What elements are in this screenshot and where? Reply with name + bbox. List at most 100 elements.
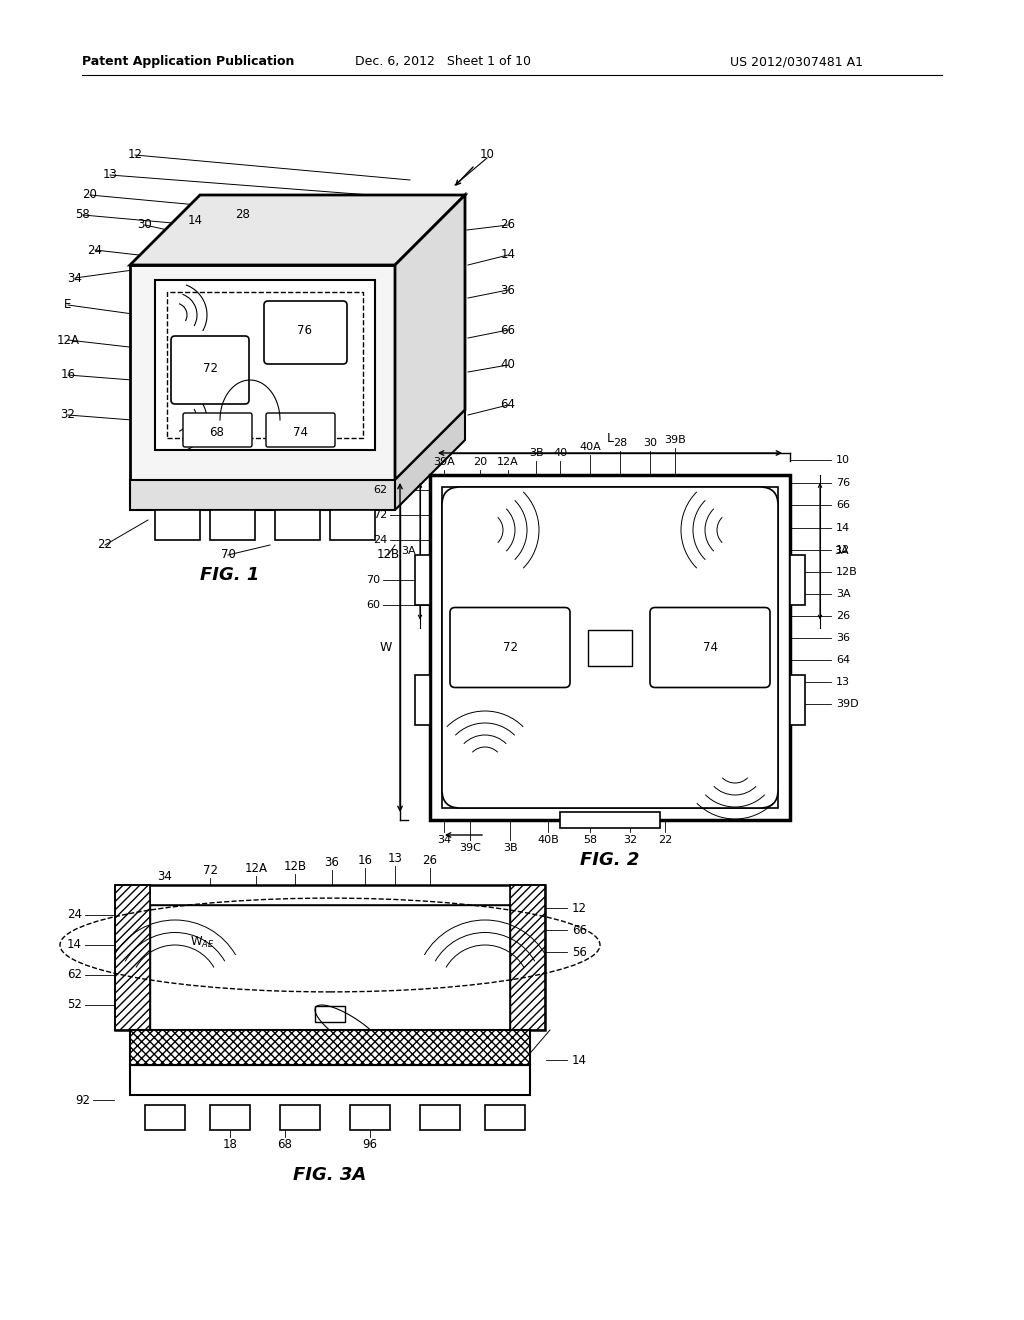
Text: W$_{AE}$: W$_{AE}$ bbox=[190, 935, 215, 949]
Text: 22: 22 bbox=[657, 836, 672, 845]
Text: 72: 72 bbox=[373, 510, 387, 520]
Polygon shape bbox=[130, 265, 395, 480]
Text: 12A: 12A bbox=[497, 457, 519, 467]
Bar bbox=[588, 630, 632, 665]
Text: 62: 62 bbox=[373, 484, 387, 495]
Text: 68: 68 bbox=[603, 643, 617, 652]
Text: FIG. 1: FIG. 1 bbox=[201, 566, 260, 583]
Text: FIG. 2: FIG. 2 bbox=[581, 851, 640, 869]
Text: 28: 28 bbox=[236, 209, 251, 222]
Polygon shape bbox=[115, 884, 545, 1030]
Text: 70: 70 bbox=[366, 576, 380, 585]
Text: 13: 13 bbox=[387, 851, 402, 865]
Text: 40: 40 bbox=[553, 447, 567, 458]
Text: 70: 70 bbox=[220, 549, 236, 561]
FancyBboxPatch shape bbox=[450, 607, 570, 688]
FancyBboxPatch shape bbox=[442, 487, 778, 808]
Text: 56: 56 bbox=[572, 945, 587, 958]
Text: 32: 32 bbox=[623, 836, 637, 845]
Text: L: L bbox=[606, 433, 613, 446]
Text: 66: 66 bbox=[501, 323, 515, 337]
Text: 24: 24 bbox=[373, 535, 387, 545]
Text: 58: 58 bbox=[76, 209, 90, 222]
FancyBboxPatch shape bbox=[183, 413, 252, 447]
Text: 14: 14 bbox=[501, 248, 515, 261]
Text: 34: 34 bbox=[437, 836, 451, 845]
Text: 24: 24 bbox=[67, 908, 82, 921]
Text: US 2012/0307481 A1: US 2012/0307481 A1 bbox=[730, 55, 863, 69]
Text: Patent Application Publication: Patent Application Publication bbox=[82, 55, 294, 69]
Text: 13: 13 bbox=[836, 677, 850, 686]
Polygon shape bbox=[415, 675, 430, 725]
Polygon shape bbox=[395, 411, 465, 510]
Text: FIG. 3A: FIG. 3A bbox=[293, 1166, 367, 1184]
Text: 39A: 39A bbox=[433, 457, 455, 467]
Text: 30: 30 bbox=[137, 219, 153, 231]
Polygon shape bbox=[130, 480, 395, 510]
Text: 16: 16 bbox=[357, 854, 373, 866]
FancyBboxPatch shape bbox=[171, 337, 249, 404]
Text: 10: 10 bbox=[836, 455, 850, 465]
Text: 26: 26 bbox=[836, 611, 850, 620]
Bar bbox=[485, 1105, 525, 1130]
Text: 34: 34 bbox=[158, 870, 172, 883]
Text: 32: 32 bbox=[60, 408, 76, 421]
Text: 74: 74 bbox=[293, 425, 307, 438]
Bar bbox=[210, 1105, 250, 1130]
Polygon shape bbox=[560, 812, 660, 828]
Text: 68: 68 bbox=[278, 1138, 293, 1151]
FancyBboxPatch shape bbox=[266, 413, 335, 447]
Text: 22: 22 bbox=[97, 539, 113, 552]
Text: 12: 12 bbox=[572, 902, 587, 915]
Text: 72: 72 bbox=[503, 642, 517, 653]
FancyBboxPatch shape bbox=[264, 301, 347, 364]
Polygon shape bbox=[442, 487, 778, 808]
Bar bbox=[145, 1105, 185, 1130]
Polygon shape bbox=[510, 884, 545, 1030]
FancyBboxPatch shape bbox=[650, 607, 770, 688]
Text: 14: 14 bbox=[572, 1053, 587, 1067]
Text: 20: 20 bbox=[83, 189, 97, 202]
Text: 3A: 3A bbox=[400, 546, 416, 556]
Polygon shape bbox=[130, 1030, 530, 1065]
Text: 30: 30 bbox=[643, 438, 657, 447]
Text: 13: 13 bbox=[102, 169, 118, 181]
Text: W: W bbox=[380, 642, 392, 653]
Text: 60: 60 bbox=[366, 601, 380, 610]
Text: 39C: 39C bbox=[459, 843, 481, 853]
Text: 26: 26 bbox=[501, 219, 515, 231]
Text: 24: 24 bbox=[87, 243, 102, 256]
Text: 92: 92 bbox=[75, 1093, 90, 1106]
Text: 3B: 3B bbox=[503, 843, 517, 853]
Text: 40A: 40A bbox=[580, 442, 601, 451]
Polygon shape bbox=[790, 675, 805, 725]
Text: 3B: 3B bbox=[528, 447, 544, 458]
Bar bbox=[315, 1006, 345, 1022]
Text: 64: 64 bbox=[501, 399, 515, 412]
Text: 16: 16 bbox=[60, 368, 76, 381]
Text: Dec. 6, 2012   Sheet 1 of 10: Dec. 6, 2012 Sheet 1 of 10 bbox=[355, 55, 531, 69]
Bar bbox=[280, 1105, 319, 1130]
Text: 12B: 12B bbox=[284, 859, 306, 873]
Text: 66: 66 bbox=[836, 500, 850, 510]
Polygon shape bbox=[155, 280, 375, 450]
Text: 40B: 40B bbox=[538, 836, 559, 845]
Polygon shape bbox=[130, 1065, 530, 1096]
Text: 14: 14 bbox=[187, 214, 203, 227]
Text: 36: 36 bbox=[325, 855, 339, 869]
Text: 68: 68 bbox=[210, 425, 224, 438]
Text: 26: 26 bbox=[423, 854, 437, 866]
Text: 39D: 39D bbox=[836, 700, 859, 709]
Text: 12: 12 bbox=[128, 149, 142, 161]
Text: 58: 58 bbox=[583, 836, 597, 845]
Bar bbox=[330, 510, 375, 540]
Text: 12A: 12A bbox=[56, 334, 80, 346]
Text: 40: 40 bbox=[501, 359, 515, 371]
Text: 12B: 12B bbox=[836, 568, 858, 577]
Text: 12B: 12B bbox=[377, 549, 399, 561]
Bar bbox=[350, 1105, 390, 1130]
Text: 36: 36 bbox=[836, 634, 850, 643]
Text: 76: 76 bbox=[836, 478, 850, 488]
Polygon shape bbox=[430, 475, 790, 820]
Text: 12A: 12A bbox=[245, 862, 267, 874]
